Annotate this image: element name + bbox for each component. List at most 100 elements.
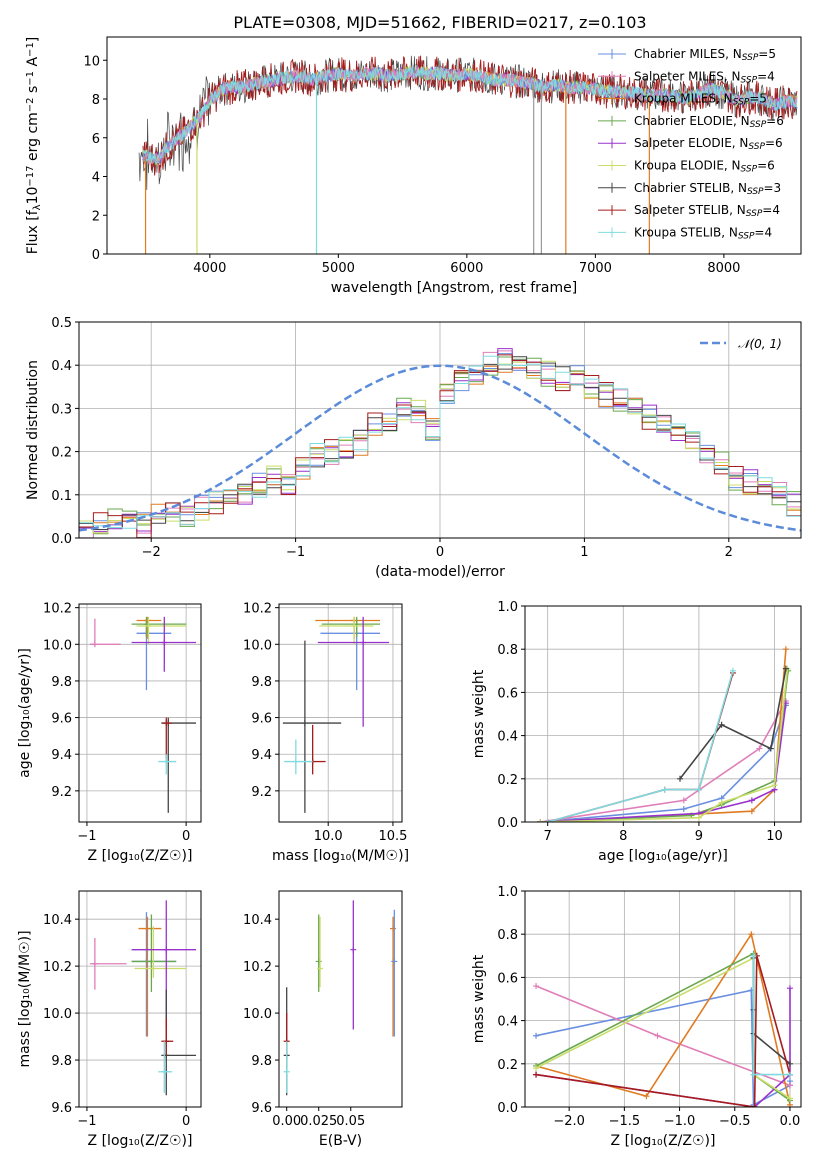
y-tick-label: 9.6 [251,1101,272,1116]
y-axis-label-part: −1 [25,71,36,86]
data-point [390,925,397,932]
weight-line-chabrier-miles [535,989,791,1107]
histogram-salpeter-stelib [79,354,801,538]
legend-label-name: Kroupa STELIB, N [634,225,738,239]
x-tick-label: 0.0 [780,1114,801,1129]
x-tick-label: 8 [619,829,627,844]
histogram-chabrier-miles [79,353,801,538]
y-tick-label: 0.2 [497,1058,518,1073]
legend-label-name: Chabrier ELODIE, N [634,114,750,128]
data-point [351,622,358,629]
axes-frame [278,603,403,823]
x-tick-label: −1.0 [664,1114,696,1129]
legend-label-value: =6 [765,136,783,150]
data-point [163,758,170,765]
weight-point [533,1032,540,1039]
legend-label-sub: SSP [750,120,767,130]
data-point [283,1068,290,1075]
legend-label-name: Salpeter ELODIE, N [634,136,748,150]
y-tick-label: 0.3 [51,402,72,417]
legend-label: Chabrier STELIB, NSSP=3 [634,181,781,197]
legend-label: Kroupa ELODIE, NSSP=6 [634,159,775,175]
data-point [360,639,367,646]
y-axis-label-part: 10 [25,187,41,205]
y-tick-label: 10.2 [243,960,272,975]
x-tick-label: 0.05 [336,1114,365,1129]
weight-point [680,797,687,804]
data-point [315,958,322,965]
weight-point [786,1082,793,1089]
weight-point [537,819,544,822]
y-tick-label: 10.2 [243,602,272,617]
plot-area [89,900,197,1096]
weight-point [533,1071,540,1078]
y-tick-label: 10.4 [243,913,272,928]
data-point [144,617,151,624]
y-tick-label: 0.8 [497,928,518,943]
y-tick-label: 9.2 [51,785,72,800]
weight-line-chabrier-elodie [540,670,789,822]
x-tick-label: 0 [182,829,190,844]
y-tick-label: 9.8 [251,1054,272,1069]
legend-label-sub: SSP [746,209,763,219]
weight-point [756,745,763,752]
y-tick-label: 9.8 [51,675,72,690]
x-tick-label: 10.0 [314,829,343,844]
data-point [161,639,168,646]
legend-label-name: Salpeter MILES, N [634,69,741,83]
y-axis-label-part: ] [25,37,41,42]
weight-point [718,721,725,728]
data-point [150,965,157,972]
mass-vs-metallicity-plot: −1 0 9.6 9.8 10.0 10.2 10.4 Z [log₁₀(Z/Z☉)] mass… [17,890,202,1149]
weight-point [767,745,774,752]
legend-label-name: Chabrier STELIB, N [634,181,747,195]
legend-label-value: =3 [764,181,782,195]
legend-label-sub: SSP [741,76,758,86]
data-point [391,958,398,965]
y-tick-label: 0.4 [51,359,72,374]
y-axis-label: Normed distribution [25,360,41,500]
x-tick-label: −1 [77,1114,96,1129]
data-point [161,1068,168,1075]
plot-area [283,900,398,1096]
y-tick-label: 0.1 [51,489,72,504]
x-tick-label: 9 [695,829,703,844]
x-tick-label: 0.025 [300,1114,337,1129]
data-point [350,946,357,953]
x-tick-label: −1 [77,829,96,844]
x-axis-label: age [log₁₀(age/yr)] [598,848,728,864]
x-tick-label: 0 [436,545,444,560]
x-axis-label: wavelength [Angstrom, rest frame] [331,280,577,296]
weight-point [782,646,789,653]
y-tick-label: 9.6 [51,1101,72,1116]
weight-point [750,952,757,959]
y-tick-label: 10 [83,54,100,69]
weight-point [695,786,702,793]
y-tick-label: 0.5 [51,316,72,331]
y-axis-label: Flux [fλ10−17 erg cm−2 s−1 A−1] [25,37,43,255]
legend-label-name: Kroupa ELODIE, N [634,159,741,173]
y-tick-label: 0.4 [497,1015,518,1030]
weight-point [661,786,668,793]
y-tick-label: 9.4 [51,748,72,763]
legend-label-value: =6 [757,159,775,173]
y-tick-label: 0.0 [497,1101,518,1116]
y-tick-label: 0.4 [497,730,518,745]
plot-area [533,931,793,1107]
weight-point [748,797,755,804]
legend-gauss-label: 𝒩(0, 1) [738,337,782,351]
data-point [163,720,170,727]
data-point [292,758,299,765]
y-tick-label: 10.0 [43,638,72,653]
axes-frame [106,36,802,255]
plot-area [79,348,801,538]
y-tick-label: 0.6 [497,686,518,701]
x-tick-label: −0.5 [719,1114,751,1129]
y-axis-label: age [log₁₀(age/yr)] [17,648,33,778]
y-tick-label: 0.2 [51,446,72,461]
weight-point [677,775,684,782]
y-axis-label-part: −2 [25,97,36,112]
legend-label: Salpeter STELIB, NSSP=4 [634,203,780,219]
weight-point [786,985,793,992]
